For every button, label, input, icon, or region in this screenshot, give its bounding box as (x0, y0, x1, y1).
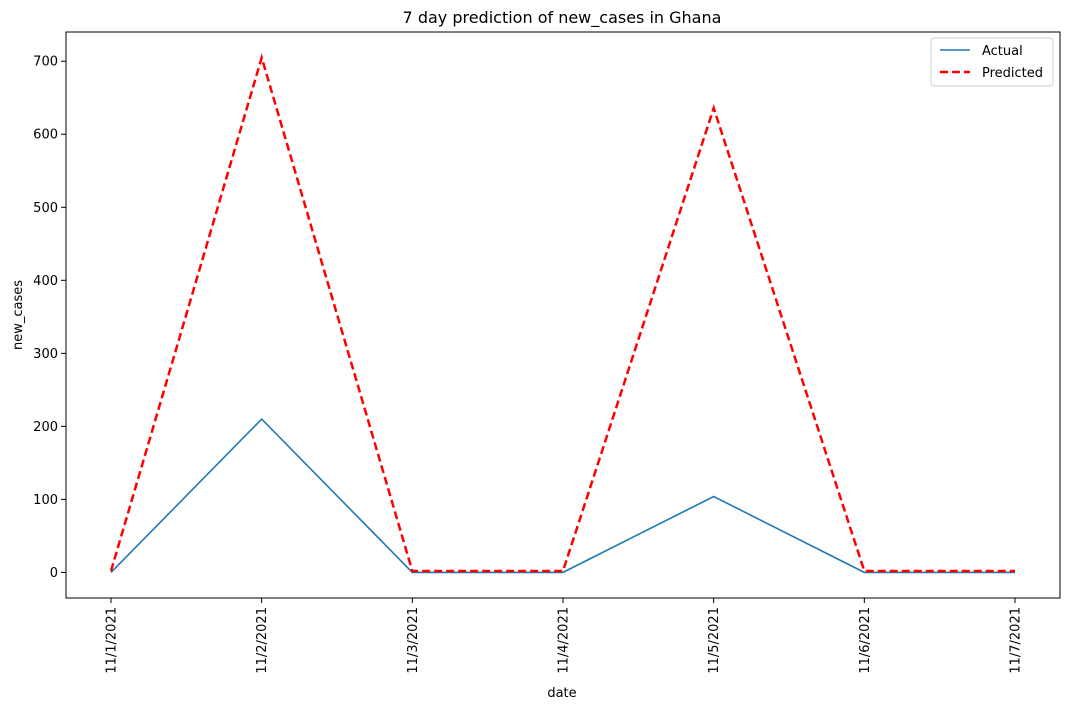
chart-title: 7 day prediction of new_cases in Ghana (403, 8, 722, 28)
y-axis-title: new_cases (11, 280, 26, 350)
series-line-predicted (109, 53, 1015, 573)
x-tick-label: 11/2/2021 (255, 607, 270, 674)
x-tick-label: 11/6/2021 (858, 607, 873, 674)
plot-frame (65, 31, 1061, 599)
x-tick-label: 11/1/2021 (105, 607, 120, 674)
series-line-actual (110, 417, 1015, 574)
x-axis: 11/1/2021 11/2/2021 11/3/2021 11/4/2021 11/5… (105, 598, 1024, 674)
y-axis: 0 100 200 300 400 500 600 700 (33, 55, 66, 581)
legend-label-predicted: Predicted (982, 66, 1043, 81)
x-tick-label: 11/7/2021 (1009, 607, 1024, 674)
y-tick-label: 700 (33, 55, 58, 70)
y-tick-label: 500 (33, 201, 58, 216)
x-axis-title: date (547, 686, 576, 701)
x-tick-label: 11/5/2021 (707, 607, 722, 674)
y-tick-label: 100 (33, 493, 58, 508)
y-tick-label: 0 (50, 566, 58, 581)
plot-series (109, 53, 1015, 574)
y-tick-label: 400 (33, 274, 58, 289)
y-tick-label: 600 (33, 128, 58, 143)
legend-label-actual: Actual (982, 44, 1023, 59)
legend: Actual Predicted (930, 37, 1054, 87)
x-tick-label: 11/4/2021 (557, 607, 572, 674)
y-tick-label: 200 (33, 420, 58, 435)
x-tick-label: 11/3/2021 (406, 607, 421, 674)
y-tick-label: 300 (33, 347, 58, 362)
